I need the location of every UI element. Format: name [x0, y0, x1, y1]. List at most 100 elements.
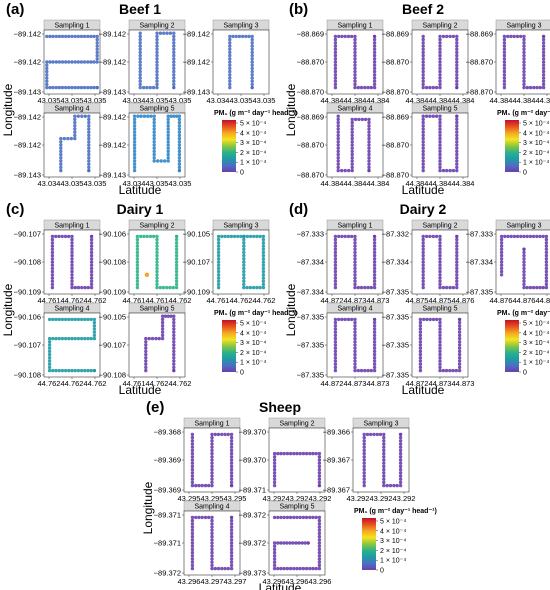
data-point	[353, 359, 357, 363]
data-point	[340, 234, 344, 239]
data-point	[70, 266, 74, 271]
data-point	[421, 133, 425, 138]
legend-tick-label: 0	[523, 170, 527, 177]
data-point	[317, 547, 322, 552]
data-point	[333, 365, 338, 370]
data-point	[544, 241, 549, 245]
data-point	[301, 566, 306, 571]
data-point	[317, 550, 322, 555]
data-point	[76, 60, 81, 64]
data-point	[353, 69, 357, 74]
data-point	[333, 320, 338, 325]
data-point	[132, 124, 137, 128]
legend-tick-label: 5 × 10⁻⁴	[380, 519, 406, 526]
data-point	[144, 356, 148, 360]
data-point	[45, 34, 49, 39]
x-tick-label: 43.035	[146, 96, 169, 105]
facet-label: Sampling 4	[54, 306, 89, 313]
data-point	[369, 432, 373, 437]
data-point	[362, 448, 366, 453]
data-point	[135, 263, 140, 267]
data-point	[350, 140, 354, 144]
data-point	[151, 85, 156, 90]
data-point	[398, 464, 403, 469]
data-point	[229, 560, 234, 564]
legend-tick-label: 5 × 10⁻⁴	[523, 121, 549, 128]
data-point	[372, 346, 377, 350]
data-point	[132, 168, 137, 173]
data-point	[237, 34, 242, 39]
data-point	[174, 257, 179, 261]
data-point	[438, 130, 442, 134]
data-point	[132, 162, 137, 166]
data-point	[418, 346, 423, 350]
data-point	[89, 250, 94, 255]
x-tick-label: 44.762	[230, 296, 253, 305]
facet-label: Sampling 5	[422, 306, 457, 313]
data-point	[428, 85, 432, 90]
data-point	[190, 455, 195, 459]
data-point	[250, 41, 254, 45]
data-point	[76, 285, 81, 290]
data-point	[255, 285, 259, 290]
data-point	[544, 257, 549, 261]
data-point	[438, 50, 442, 55]
data-point	[457, 356, 462, 360]
data-point	[541, 234, 545, 239]
data-point	[457, 365, 462, 370]
data-point	[50, 279, 55, 283]
data-point	[258, 285, 262, 290]
data-point	[172, 34, 176, 39]
data-point	[362, 455, 366, 459]
data-point	[57, 34, 62, 39]
data-point	[438, 250, 442, 255]
data-point	[216, 244, 221, 248]
data-point	[367, 168, 371, 173]
data-point	[455, 53, 459, 58]
x-tick-label: 43.295	[201, 494, 224, 503]
data-point	[353, 37, 357, 42]
colorbar	[222, 120, 236, 172]
x-tick-label: 44.876	[490, 296, 513, 305]
data-point	[135, 244, 140, 248]
data-point	[177, 165, 182, 170]
data-point	[157, 336, 161, 341]
data-point	[135, 276, 140, 280]
legend-tick-label: 2 × 10⁻⁴	[380, 548, 406, 555]
data-point	[541, 37, 546, 42]
data-point	[172, 368, 176, 373]
data-point	[87, 124, 91, 128]
data-point	[172, 359, 176, 363]
x-tick-label: 43.292	[286, 494, 309, 503]
data-point	[382, 432, 386, 437]
colorbar-legend: PM₁ (g m⁻² day⁻¹ head⁻¹)5 × 10⁻⁴4 × 10⁻⁴…	[497, 110, 550, 177]
data-point	[190, 464, 195, 469]
data-point	[353, 333, 357, 338]
data-point	[438, 349, 442, 354]
data-point	[499, 237, 504, 242]
data-point	[160, 336, 165, 341]
data-point	[207, 515, 211, 520]
data-point	[392, 483, 396, 488]
data-point	[82, 60, 87, 64]
data-point	[434, 114, 439, 118]
data-point	[92, 330, 97, 334]
data-point	[135, 237, 140, 242]
data-point	[242, 241, 246, 245]
data-point	[421, 82, 425, 87]
data-point	[502, 85, 507, 90]
data-point	[190, 451, 195, 456]
data-point	[216, 279, 221, 283]
data-point	[333, 37, 338, 42]
data-point	[421, 260, 425, 264]
data-point	[301, 451, 306, 456]
trajectory-points	[59, 114, 91, 173]
data-point	[421, 282, 425, 287]
data-point	[174, 247, 179, 251]
data-point	[317, 525, 322, 529]
facet-label: Sampling 4	[194, 504, 229, 511]
data-point	[261, 244, 266, 248]
data-point	[285, 515, 290, 520]
